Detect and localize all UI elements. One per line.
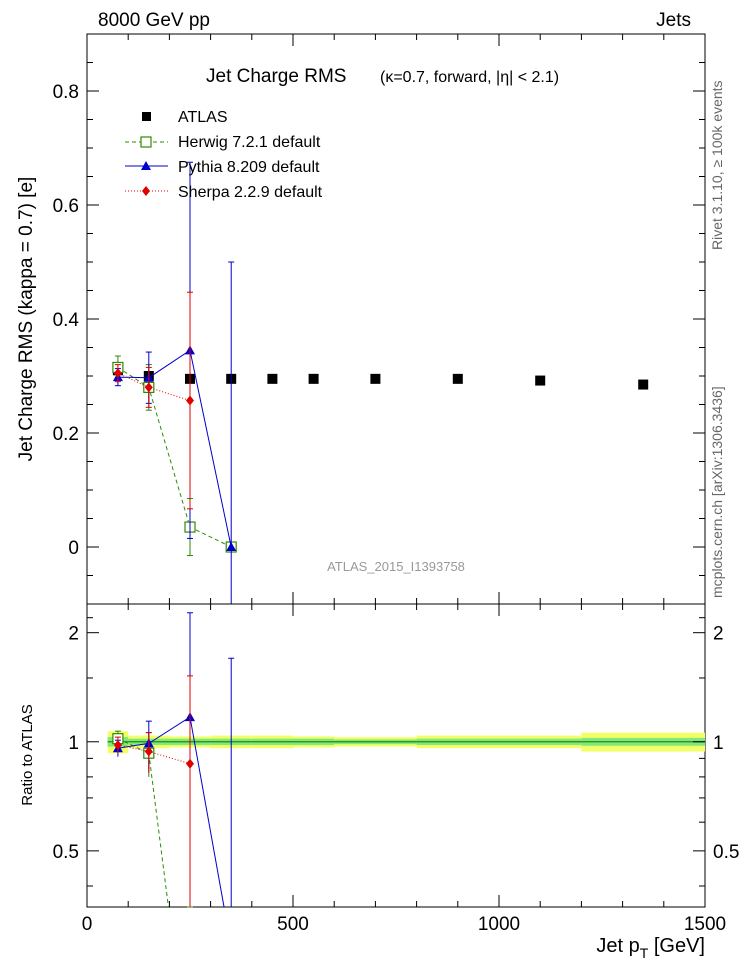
data-point-atlas [535, 375, 546, 386]
ratio-series-line-2 [117, 742, 149, 749]
ratio-y-axis-label: Ratio to ATLAS [19, 704, 36, 805]
ratio-x-axis: 0 500 1000 1500 [82, 604, 726, 935]
data-point-atlas [308, 373, 319, 384]
legend-item-atlas: ATLAS [142, 109, 228, 126]
legend-sherpa-label: Sherpa 2.2.9 default [178, 184, 323, 201]
main-y-axis-label: Jet Charge RMS (kappa = 0.7) [e] [16, 177, 37, 462]
main-panel: 0 0.2 0.4 0.6 0.8 Jet Charge RMS (kappa = 0.… [16, 33, 706, 605]
legend-item-pythia: Pythia 8.209 default [125, 159, 320, 176]
data-point-sherpa [186, 395, 194, 406]
ratio-y-tick-label: 1 [68, 733, 79, 754]
ratio-series-line-3 [117, 744, 149, 753]
analysis-watermark: ATLAS_2015_I1393758 [327, 559, 465, 574]
legend-pythia-marker [141, 161, 151, 170]
ratio-series-line-3 [148, 751, 191, 765]
main-marks [112, 161, 649, 604]
ratio-uncertainty-band [107, 731, 705, 754]
legend-herwig-marker [140, 136, 152, 148]
main-y-tick-label: 0.2 [53, 424, 79, 445]
x-tick-label: 0 [82, 914, 93, 935]
ratio-series-line-2 [148, 716, 191, 744]
ratio-frame [86, 603, 706, 908]
ratio-series-line-1 [148, 753, 169, 908]
legend-herwig-label: Herwig 7.2.1 default [178, 134, 321, 151]
legend-sherpa-marker [142, 186, 150, 196]
data-point-atlas [267, 373, 278, 384]
main-y-tick-label: 0.6 [53, 196, 79, 217]
legend-atlas-label: ATLAS [178, 109, 228, 126]
series-line-2 [117, 349, 232, 548]
data-point-atlas [370, 373, 381, 384]
data-point-pythia [226, 542, 237, 551]
main-x-axis [86, 34, 706, 604]
ratio-y-tick-label-right: 0.5 [713, 842, 739, 863]
ratio-y-tick-label-right: 2 [713, 624, 724, 645]
ratio-series-line-2 [189, 716, 225, 908]
header-left: 8000 GeV pp [98, 10, 210, 31]
chart-subtitle: (κ=0.7, forward, |η| < 2.1) [380, 69, 559, 86]
data-point-sherpa [113, 368, 122, 379]
ratio-point-sherpa [144, 746, 153, 757]
header-right: Jets [656, 10, 691, 31]
legend: ATLAS Herwig 7.2.1 default Pythia 8.209 … [125, 109, 323, 201]
ratio-y-axis: 0.5 0.5 1 1 2 2 [53, 617, 739, 887]
x-tick-label: 1500 [684, 914, 726, 935]
ratio-point-sherpa [113, 739, 122, 750]
x-axis-label: Jet pT [GeV] [596, 935, 705, 961]
ratio-y-tick-label: 2 [68, 624, 79, 645]
x-tick-label: 500 [277, 914, 309, 935]
data-point-atlas [638, 379, 649, 390]
series-line-1 [117, 367, 232, 548]
legend-pythia-label: Pythia 8.209 default [178, 159, 320, 176]
legend-item-herwig: Herwig 7.2.1 default [125, 134, 321, 151]
ratio-panel: 0.5 0.5 1 1 2 2 0 500 1000 1500 Ratio to ATLAS [19, 603, 739, 935]
ratio-y-tick-label-right: 1 [713, 733, 724, 754]
rivet-label: Rivet 3.1.10, ≥ 100k events [709, 80, 725, 250]
legend-item-sherpa: Sherpa 2.2.9 default [125, 184, 323, 201]
main-y-tick-label: 0.8 [53, 82, 79, 103]
main-y-axis: 0 0.2 0.4 0.6 0.8 [53, 62, 705, 605]
legend-atlas-marker [142, 112, 151, 121]
data-point-sherpa [144, 382, 153, 393]
mcplots-label: mcplots.cern.ch [arXiv:1306.3436] [709, 386, 725, 598]
data-point-atlas [452, 373, 463, 384]
main-y-tick-label: 0 [68, 538, 79, 559]
ratio-point-sherpa [186, 758, 194, 769]
ratio-marks [112, 612, 235, 908]
ratio-y-tick-label: 0.5 [53, 842, 79, 863]
chart-title: Jet Charge RMS [206, 66, 346, 87]
x-tick-label: 1000 [478, 914, 520, 935]
main-y-tick-label: 0.4 [53, 310, 80, 331]
